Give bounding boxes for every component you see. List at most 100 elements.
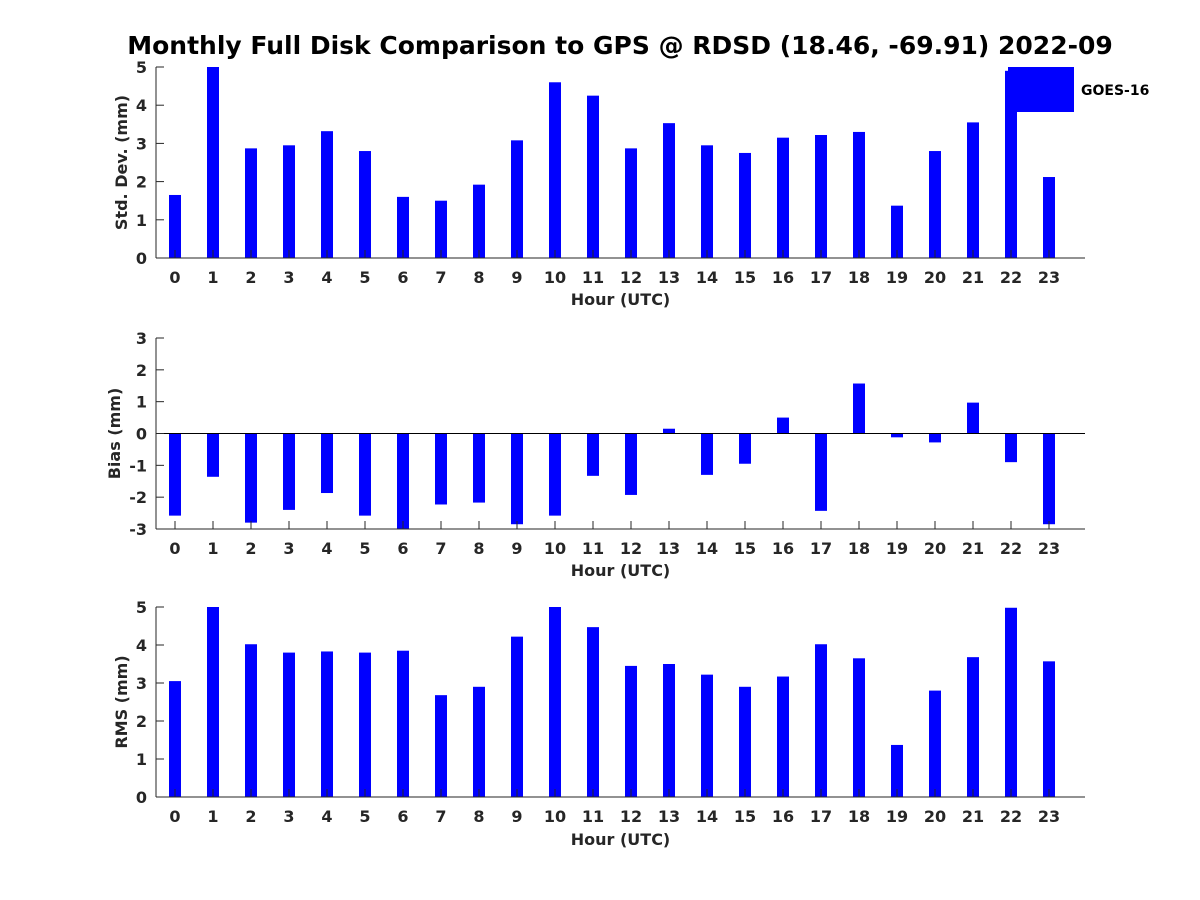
bar bbox=[435, 200, 447, 258]
y-tick-label: 3 bbox=[136, 329, 147, 348]
legend: GOES-16 bbox=[1008, 67, 1149, 112]
x-tick-label: 12 bbox=[620, 539, 642, 558]
bar bbox=[625, 148, 637, 258]
bar bbox=[777, 676, 789, 797]
chart-panels: 0 1 2 3 4 5 6 7 8 9 10 11 12 13 14 15 16 17 18 19 20 21 22 2301… bbox=[105, 58, 1085, 849]
x-tick-label: 5 bbox=[359, 268, 370, 287]
x-axis-label: Hour (UTC) bbox=[571, 561, 671, 580]
x-tick-label: 23 bbox=[1038, 807, 1060, 826]
y-tick-label: -3 bbox=[129, 520, 147, 539]
x-tick-label: 21 bbox=[962, 268, 984, 287]
bar bbox=[739, 152, 751, 258]
x-tick-label: 15 bbox=[734, 268, 756, 287]
x-tick-label: 4 bbox=[321, 539, 332, 558]
y-tick-label: 1 bbox=[136, 750, 147, 769]
bar bbox=[1043, 177, 1055, 258]
bar bbox=[739, 433, 751, 464]
x-tick-label: 1 bbox=[207, 539, 218, 558]
y-tick-label: -2 bbox=[129, 488, 147, 507]
x-tick-label: 5 bbox=[359, 539, 370, 558]
x-tick-label: 7 bbox=[435, 268, 446, 287]
bar bbox=[549, 607, 561, 797]
bar bbox=[1005, 607, 1017, 797]
x-tick-label: 12 bbox=[620, 268, 642, 287]
panel-1: 0 1 2 3 4 5 6 7 8 9 10 11 12 13 14 15 16 17 18 19 20 21 22 2301… bbox=[112, 58, 1085, 309]
bar bbox=[853, 383, 865, 434]
bar bbox=[549, 433, 561, 516]
x-tick-label: 15 bbox=[734, 807, 756, 826]
x-tick-label: 22 bbox=[1000, 807, 1022, 826]
x-tick-label: 11 bbox=[582, 539, 604, 558]
bar bbox=[245, 433, 257, 523]
y-axis-label: RMS (mm) bbox=[112, 655, 131, 748]
bar bbox=[853, 131, 865, 258]
bar bbox=[1043, 433, 1055, 525]
x-tick-label: 19 bbox=[886, 807, 908, 826]
bar bbox=[891, 744, 903, 797]
bar bbox=[207, 67, 219, 258]
x-tick-label: 2 bbox=[245, 268, 256, 287]
bar bbox=[929, 151, 941, 258]
bar bbox=[207, 433, 219, 477]
bar bbox=[169, 194, 181, 258]
bar bbox=[321, 131, 333, 258]
y-tick-label: 1 bbox=[136, 393, 147, 412]
x-tick-label: 4 bbox=[321, 268, 332, 287]
bar bbox=[587, 627, 599, 797]
y-tick-label: 3 bbox=[136, 134, 147, 153]
bar bbox=[435, 695, 447, 797]
x-tick-label: 3 bbox=[283, 807, 294, 826]
x-tick-label: 3 bbox=[283, 539, 294, 558]
bar bbox=[929, 690, 941, 797]
y-tick-label: 5 bbox=[136, 598, 147, 617]
bar bbox=[245, 644, 257, 797]
bar bbox=[625, 665, 637, 797]
bar bbox=[663, 123, 675, 259]
y-tick-label: 5 bbox=[136, 58, 147, 77]
x-axis-label: Hour (UTC) bbox=[571, 290, 671, 309]
panel-3: 0 1 2 3 4 5 6 7 8 9 10 11 12 13 14 15 16 17 18 19 20 21 22 2301… bbox=[112, 598, 1085, 849]
y-tick-label: 0 bbox=[136, 425, 147, 444]
x-tick-label: 4 bbox=[321, 807, 332, 826]
x-tick-label: 13 bbox=[658, 807, 680, 826]
x-tick-label: 6 bbox=[397, 807, 408, 826]
x-tick-label: 9 bbox=[511, 268, 522, 287]
bar bbox=[473, 433, 485, 503]
bar bbox=[207, 607, 219, 797]
bar bbox=[473, 184, 485, 258]
x-tick-label: 2 bbox=[245, 539, 256, 558]
x-tick-label: 8 bbox=[473, 268, 484, 287]
x-tick-label: 6 bbox=[397, 268, 408, 287]
x-tick-label: 8 bbox=[473, 539, 484, 558]
bar bbox=[473, 686, 485, 797]
x-tick-label: 7 bbox=[435, 807, 446, 826]
x-tick-label: 7 bbox=[435, 539, 446, 558]
x-tick-label: 20 bbox=[924, 807, 946, 826]
bar bbox=[967, 122, 979, 258]
x-tick-label: 0 bbox=[169, 807, 180, 826]
x-tick-label: 18 bbox=[848, 539, 870, 558]
x-tick-label: 10 bbox=[544, 807, 566, 826]
x-tick-label: 21 bbox=[962, 807, 984, 826]
bar bbox=[245, 148, 257, 258]
x-tick-label: 16 bbox=[772, 268, 794, 287]
x-tick-label: 21 bbox=[962, 539, 984, 558]
bar bbox=[397, 433, 409, 529]
x-tick-label: 19 bbox=[886, 268, 908, 287]
bar bbox=[1043, 661, 1055, 797]
bar bbox=[283, 433, 295, 510]
y-tick-label: 4 bbox=[136, 96, 147, 115]
bar bbox=[701, 674, 713, 797]
x-tick-label: 14 bbox=[696, 539, 718, 558]
bar bbox=[967, 657, 979, 797]
bar bbox=[891, 205, 903, 258]
bar bbox=[1005, 70, 1017, 258]
bar bbox=[929, 433, 941, 443]
bar bbox=[283, 652, 295, 797]
x-tick-label: 17 bbox=[810, 268, 832, 287]
x-tick-label: 15 bbox=[734, 539, 756, 558]
x-tick-label: 23 bbox=[1038, 268, 1060, 287]
bar bbox=[359, 151, 371, 258]
y-tick-label: 3 bbox=[136, 674, 147, 693]
